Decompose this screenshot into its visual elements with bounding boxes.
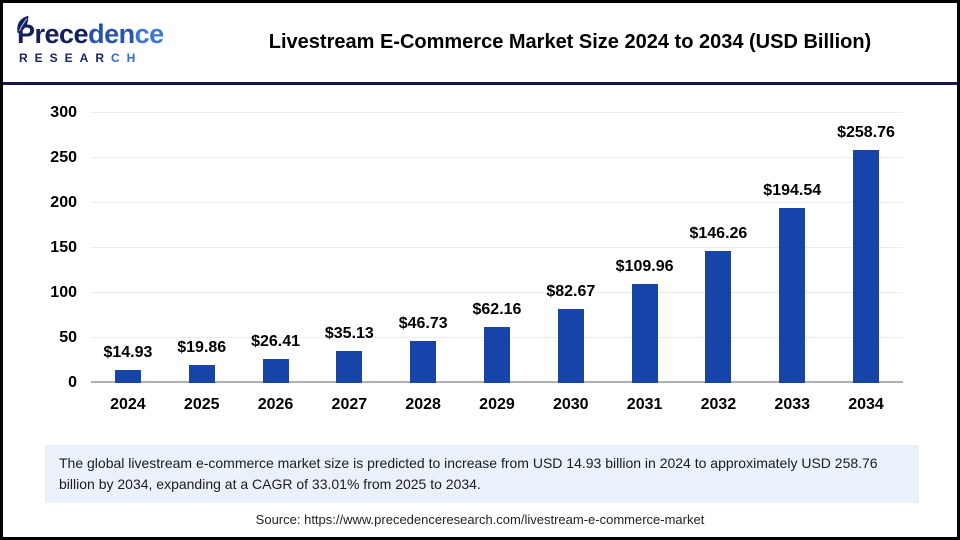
- x-axis-tick-label: 2031: [626, 396, 663, 413]
- bar-value-label: $46.73: [398, 314, 448, 332]
- bar-value-label: $258.76: [837, 124, 895, 142]
- bar-2027: [336, 351, 363, 383]
- gridline: [91, 292, 903, 293]
- x-axis-tick-label: 2025: [183, 396, 220, 413]
- logo-text-part3: ce: [134, 18, 165, 49]
- x-axis-tick-label: 2030: [552, 396, 589, 413]
- x-axis-tick-label: 2026: [257, 396, 294, 413]
- y-axis-tick-label: 50: [59, 329, 77, 346]
- bar-group: $14.93 2024: [91, 113, 165, 413]
- bar-2024: [114, 369, 141, 383]
- bar-group: $46.73 2028: [386, 113, 460, 413]
- x-axis-tick-label: 2024: [110, 396, 146, 413]
- bar-chart: 0 50 100 150 200 250 300 $14.93 2024 $19.86 2025 $…: [50, 104, 903, 413]
- bar-2032: [705, 251, 732, 383]
- y-axis-tick-label: 0: [68, 374, 77, 391]
- bar-group: $82.67 2030: [534, 113, 608, 413]
- bar-2029: [483, 327, 510, 383]
- bar-group: $194.54 2033: [755, 113, 829, 413]
- bar-value-label: $19.86: [177, 339, 227, 357]
- bar-group: $146.26 2032: [682, 113, 756, 413]
- y-axis-tick-label: 300: [50, 104, 77, 121]
- logo-research-part2: CH: [111, 50, 143, 65]
- bar-value-label: $35.13: [324, 325, 374, 343]
- x-axis-tick-label: 2034: [848, 396, 884, 413]
- header: Precedence RESEARCH Livestream E-Commerc…: [3, 3, 957, 82]
- bar-group: $62.16 2029: [460, 113, 534, 413]
- x-axis-tick-label: 2033: [774, 396, 811, 413]
- brand-logo: Precedence RESEARCH: [17, 15, 195, 65]
- gridline: [91, 202, 903, 203]
- header-divider: [3, 82, 957, 85]
- y-axis-tick-label: 250: [50, 149, 77, 166]
- bar-group: $35.13 2027: [312, 113, 386, 413]
- bar-2031: [631, 284, 658, 383]
- y-axis-tick-label: 150: [50, 239, 77, 256]
- leaf-icon: [12, 9, 33, 39]
- y-axis-tick-label: 100: [50, 284, 77, 301]
- logo-wordmark: Precedence: [17, 15, 195, 49]
- logo-text-part1: Prece: [17, 18, 89, 49]
- x-axis-tick-label: 2028: [405, 396, 441, 413]
- x-axis-tick-label: 2027: [331, 396, 368, 413]
- logo-text-part2: den: [88, 18, 135, 49]
- logo-research-part1: RESEAR: [19, 50, 112, 65]
- bar-value-label: $146.26: [689, 225, 748, 243]
- summary-box: The global livestream e-commerce market …: [45, 445, 919, 503]
- bar-2028: [410, 340, 437, 383]
- bar-group: $19.86 2025: [165, 113, 239, 413]
- x-axis-tick-label: 2029: [479, 396, 515, 413]
- bar-group: $258.76 2034: [829, 113, 903, 413]
- bar-2033: [779, 207, 806, 383]
- bar-2026: [262, 359, 289, 383]
- bar-2025: [188, 365, 215, 383]
- bar-value-label: $26.41: [251, 333, 300, 351]
- bar-2030: [557, 308, 584, 383]
- bar-group: $109.96 2031: [608, 113, 682, 413]
- chart-title: Livestream E-Commerce Market Size 2024 t…: [268, 31, 872, 53]
- bar-value-label: $82.67: [546, 282, 596, 300]
- bar-group: $26.41 2026: [239, 113, 313, 413]
- y-axis-tick-label: 200: [50, 194, 77, 211]
- logo-research-label: RESEARCH: [19, 51, 195, 65]
- bar-value-label: $62.16: [472, 301, 522, 319]
- gridline: [91, 157, 903, 158]
- source-line: Source: https://www.precedenceresearch.c…: [255, 512, 705, 527]
- bar-value-label: $194.54: [763, 181, 822, 199]
- bar-value-label: $109.96: [615, 258, 674, 276]
- gridline: [91, 112, 903, 113]
- gridline: [91, 247, 903, 248]
- bar-value-label: $14.93: [103, 343, 153, 361]
- summary-text: The global livestream e-commerce market …: [59, 455, 878, 492]
- bar-2034: [853, 150, 880, 383]
- bars-row: $14.93 2024 $19.86 2025 $26.41 2026 $35.13 2027…: [91, 113, 903, 413]
- x-axis-tick-label: 2032: [700, 396, 737, 413]
